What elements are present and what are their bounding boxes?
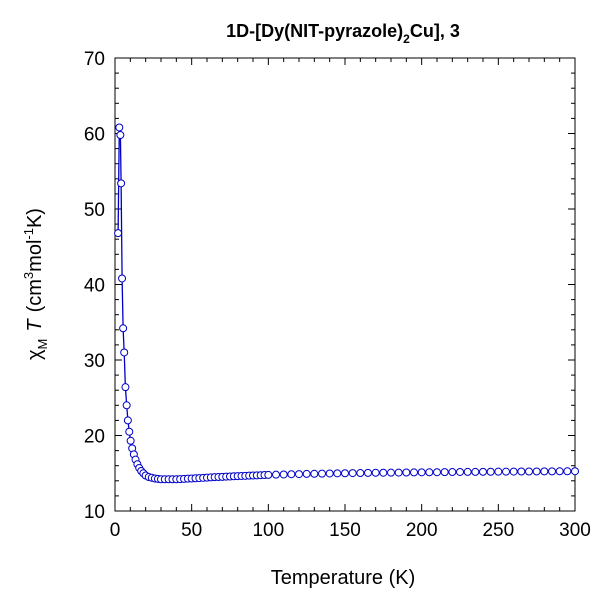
y-tick-label: 50 [84,200,105,221]
y-axis-label: χMT (cm3mol-1K) [21,208,50,360]
data-point [379,468,388,477]
data-point [341,469,349,478]
chart-title-prefix: 1D-[Dy(NIT-pyrazole) [226,21,403,41]
data-point [325,469,334,478]
y-label-chi-sub: M [35,339,50,350]
data-point [295,470,303,479]
data-point [333,469,342,478]
x-tick-label: 50 [181,520,202,541]
data-point [122,401,131,410]
x-tick-label: 150 [329,520,361,541]
x-tick-label: 0 [110,520,121,541]
data-point [118,274,127,283]
data-point [364,468,372,477]
data-point [494,467,503,476]
data-point [121,383,130,392]
data-point [571,467,579,476]
data-point [540,467,549,476]
data-point [448,468,457,477]
chart-title-suffix: Cu], 3 [410,21,460,41]
data-point [471,467,480,476]
data-point [486,467,495,476]
y-label-close: K) [24,208,46,228]
axis-ticks [114,57,576,512]
y-label-mol: mol [24,240,46,272]
data-point [532,467,541,476]
data-point [302,469,311,478]
data-point [509,467,518,476]
data-point [563,467,572,476]
plot-frame [114,57,576,512]
y-label-t: T [24,318,46,332]
data-point [456,467,464,476]
chart-title-subscript: 2 [403,32,410,46]
x-tick-label: 200 [406,520,438,541]
x-axis-label: Temperature (K) [271,567,416,589]
data-point [310,469,319,478]
data-point [115,123,124,132]
data-point [318,469,326,478]
data-point [517,467,526,476]
axis-tick-labels: 0 50 100 150 200 250 300 10 20 30 40 50 60 70 [84,49,591,541]
data-point [410,468,418,477]
data-point [119,324,128,333]
data-point [120,348,129,357]
data-point [272,470,280,479]
series-line [117,127,576,480]
y-label-open: (cm [24,279,46,312]
data-point [502,467,510,476]
data-point [548,467,556,476]
plot-area-border [114,57,576,512]
y-tick-label: 60 [84,125,105,146]
data-point [402,468,411,477]
series-line-group [117,127,576,480]
data-point [125,427,134,436]
data-point [356,469,365,478]
data-point [116,131,125,140]
data-point [479,467,487,476]
y-label-sup3: 3 [21,272,36,279]
data-point [126,436,135,445]
data-point [371,468,380,477]
data-point [463,467,472,476]
data-points [114,123,579,484]
data-point [555,467,564,476]
y-label-sup-minus1: -1 [21,228,36,240]
x-tick-label: 250 [482,520,514,541]
data-point [123,416,132,425]
data-point [440,468,449,477]
data-point [387,468,395,477]
data-point [394,468,403,477]
y-tick-label: 30 [84,351,105,372]
data-point [279,470,288,479]
y-tick-label: 20 [84,427,105,448]
y-tick-label: 10 [84,502,105,523]
data-point [117,179,126,188]
y-label-chi: χ [24,349,46,360]
y-tick-label: 70 [84,49,105,70]
data-point [348,469,357,478]
data-point [287,470,296,479]
y-tick-label: 40 [84,276,105,297]
data-point [264,470,273,479]
data-point [525,467,533,476]
x-tick-label: 300 [559,520,591,541]
data-point [425,468,434,477]
data-point [433,468,441,477]
x-tick-label: 100 [252,520,284,541]
data-point [114,229,123,238]
chart-title: 1D-[Dy(NIT-pyrazole)2Cu], 3 [226,21,460,46]
data-point [417,468,426,477]
